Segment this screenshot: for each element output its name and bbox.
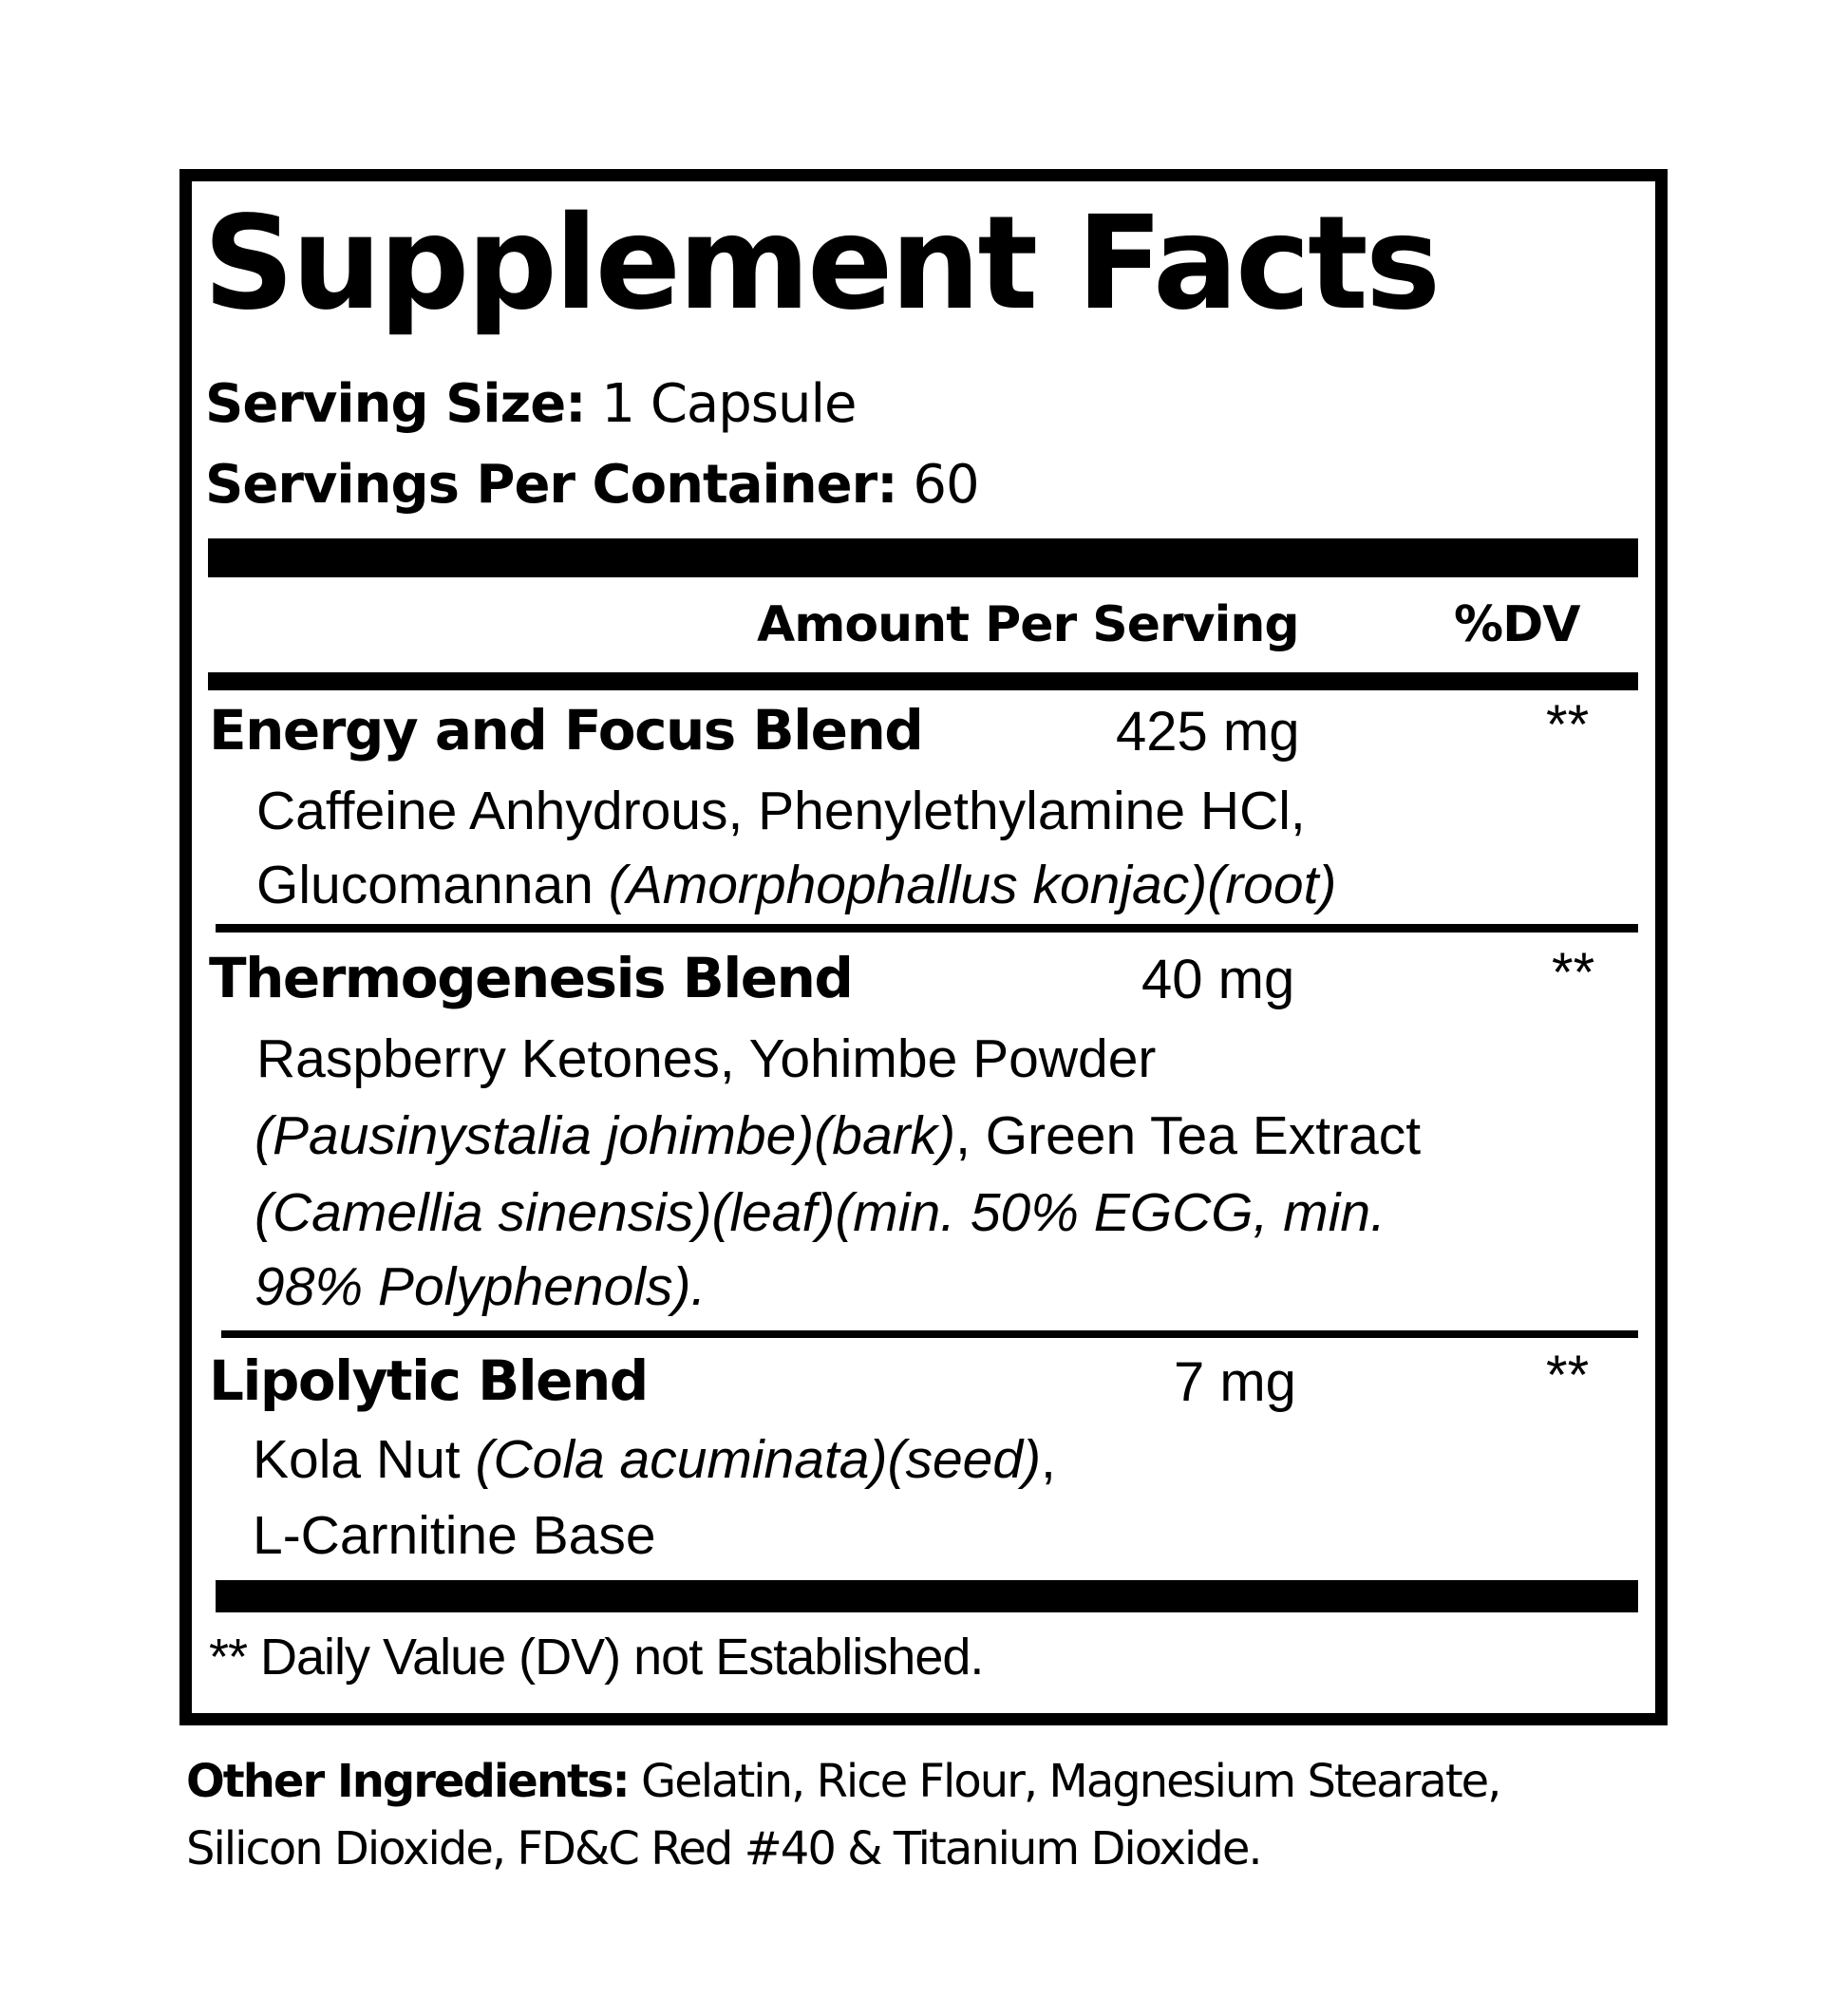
ingredient-text: Raspberry Ketones, Yohimbe Powder [256, 1028, 1157, 1089]
blend-name: Lipolytic Blend [209, 1348, 649, 1413]
panel-title: Supplement Facts [203, 189, 1441, 339]
blend-amount: 40 mg [1141, 949, 1295, 1010]
other-ingredients-label: Other Ingredients: [186, 1755, 631, 1808]
footnote: ** Daily Value (DV) not Established. [209, 1629, 984, 1686]
ingredient-line: (Camellia sinensis)(leaf)(min. 50% EGCG,… [255, 1186, 1386, 1240]
other-ingredients: Other Ingredients: Gelatin, Rice Flour, … [186, 1759, 1501, 1804]
ingredient-line: Glucomannan (Amorphophallus konjac)(root… [256, 858, 1336, 913]
ingredient-text: , Green Tea Extract [955, 1105, 1422, 1166]
servings-per-container: Servings Per Container: 60 [205, 459, 980, 512]
ingredient-latin-name: (Cola acuminata)(seed) [475, 1429, 1042, 1490]
ingredient-text: Glucomannan [256, 855, 609, 915]
ingredient-latin-name: (Amorphophallus konjac)(root) [608, 855, 1337, 915]
other-ingredients-line2: Silicon Dioxide, FD&C Red #40 & Titanium… [186, 1822, 1263, 1875]
serving-size-value: 1 Capsule [601, 373, 857, 435]
other-ingredients-line1: Gelatin, Rice Flour, Magnesium Stearate, [628, 1755, 1501, 1808]
ingredient-latin-name: (Pausinystalia johimbe)(bark) [255, 1105, 956, 1166]
dv-header: %DV [1454, 596, 1581, 653]
ingredient-line: Raspberry Ketones, Yohimbe Powder [256, 1032, 1156, 1086]
serving-size: Serving Size: 1 Capsule [205, 378, 857, 431]
servings-per-container-label: Servings Per Container: [205, 454, 898, 516]
header-divider [208, 672, 1638, 690]
blend-dv: ** [1546, 1345, 1590, 1406]
blend-dv: ** [1546, 694, 1590, 756]
blend-divider [221, 1330, 1638, 1338]
blend-name: Energy and Focus Blend [209, 698, 924, 763]
thick-divider [216, 1580, 1638, 1612]
ingredient-line: (Pausinystalia johimbe)(bark), Green Tea… [255, 1109, 1421, 1163]
blend-name: Thermogenesis Blend [209, 946, 854, 1010]
ingredient-line: Kola Nut (Cola acuminata)(seed), [253, 1433, 1056, 1487]
ingredient-text: Kola Nut [253, 1429, 476, 1490]
supplement-facts-panel [179, 169, 1668, 1725]
blend-amount: 425 mg [1116, 701, 1300, 763]
ingredient-text: Caffeine Anhydrous, Phenylethylamine HCl… [256, 781, 1306, 841]
blend-divider [216, 924, 1638, 933]
ingredient-text: , [1041, 1429, 1056, 1490]
servings-per-container-value: 60 [913, 454, 979, 516]
ingredient-text: L-Carnitine Base [253, 1505, 656, 1566]
ingredient-line: Caffeine Anhydrous, Phenylethylamine HCl… [256, 784, 1306, 838]
blend-amount: 7 mg [1174, 1351, 1296, 1413]
thick-divider [208, 538, 1638, 577]
serving-size-label: Serving Size: [205, 373, 587, 435]
ingredient-line: L-Carnitine Base [253, 1509, 656, 1563]
blend-dv: ** [1552, 942, 1595, 1004]
ingredient-latin-name: (Camellia sinensis)(leaf)(min. 50% EGCG,… [255, 1182, 1386, 1243]
amount-per-serving-header: Amount Per Serving [757, 596, 1300, 653]
ingredient-latin-name: 98% Polyphenols). [255, 1256, 707, 1317]
ingredient-line: 98% Polyphenols). [255, 1260, 706, 1314]
